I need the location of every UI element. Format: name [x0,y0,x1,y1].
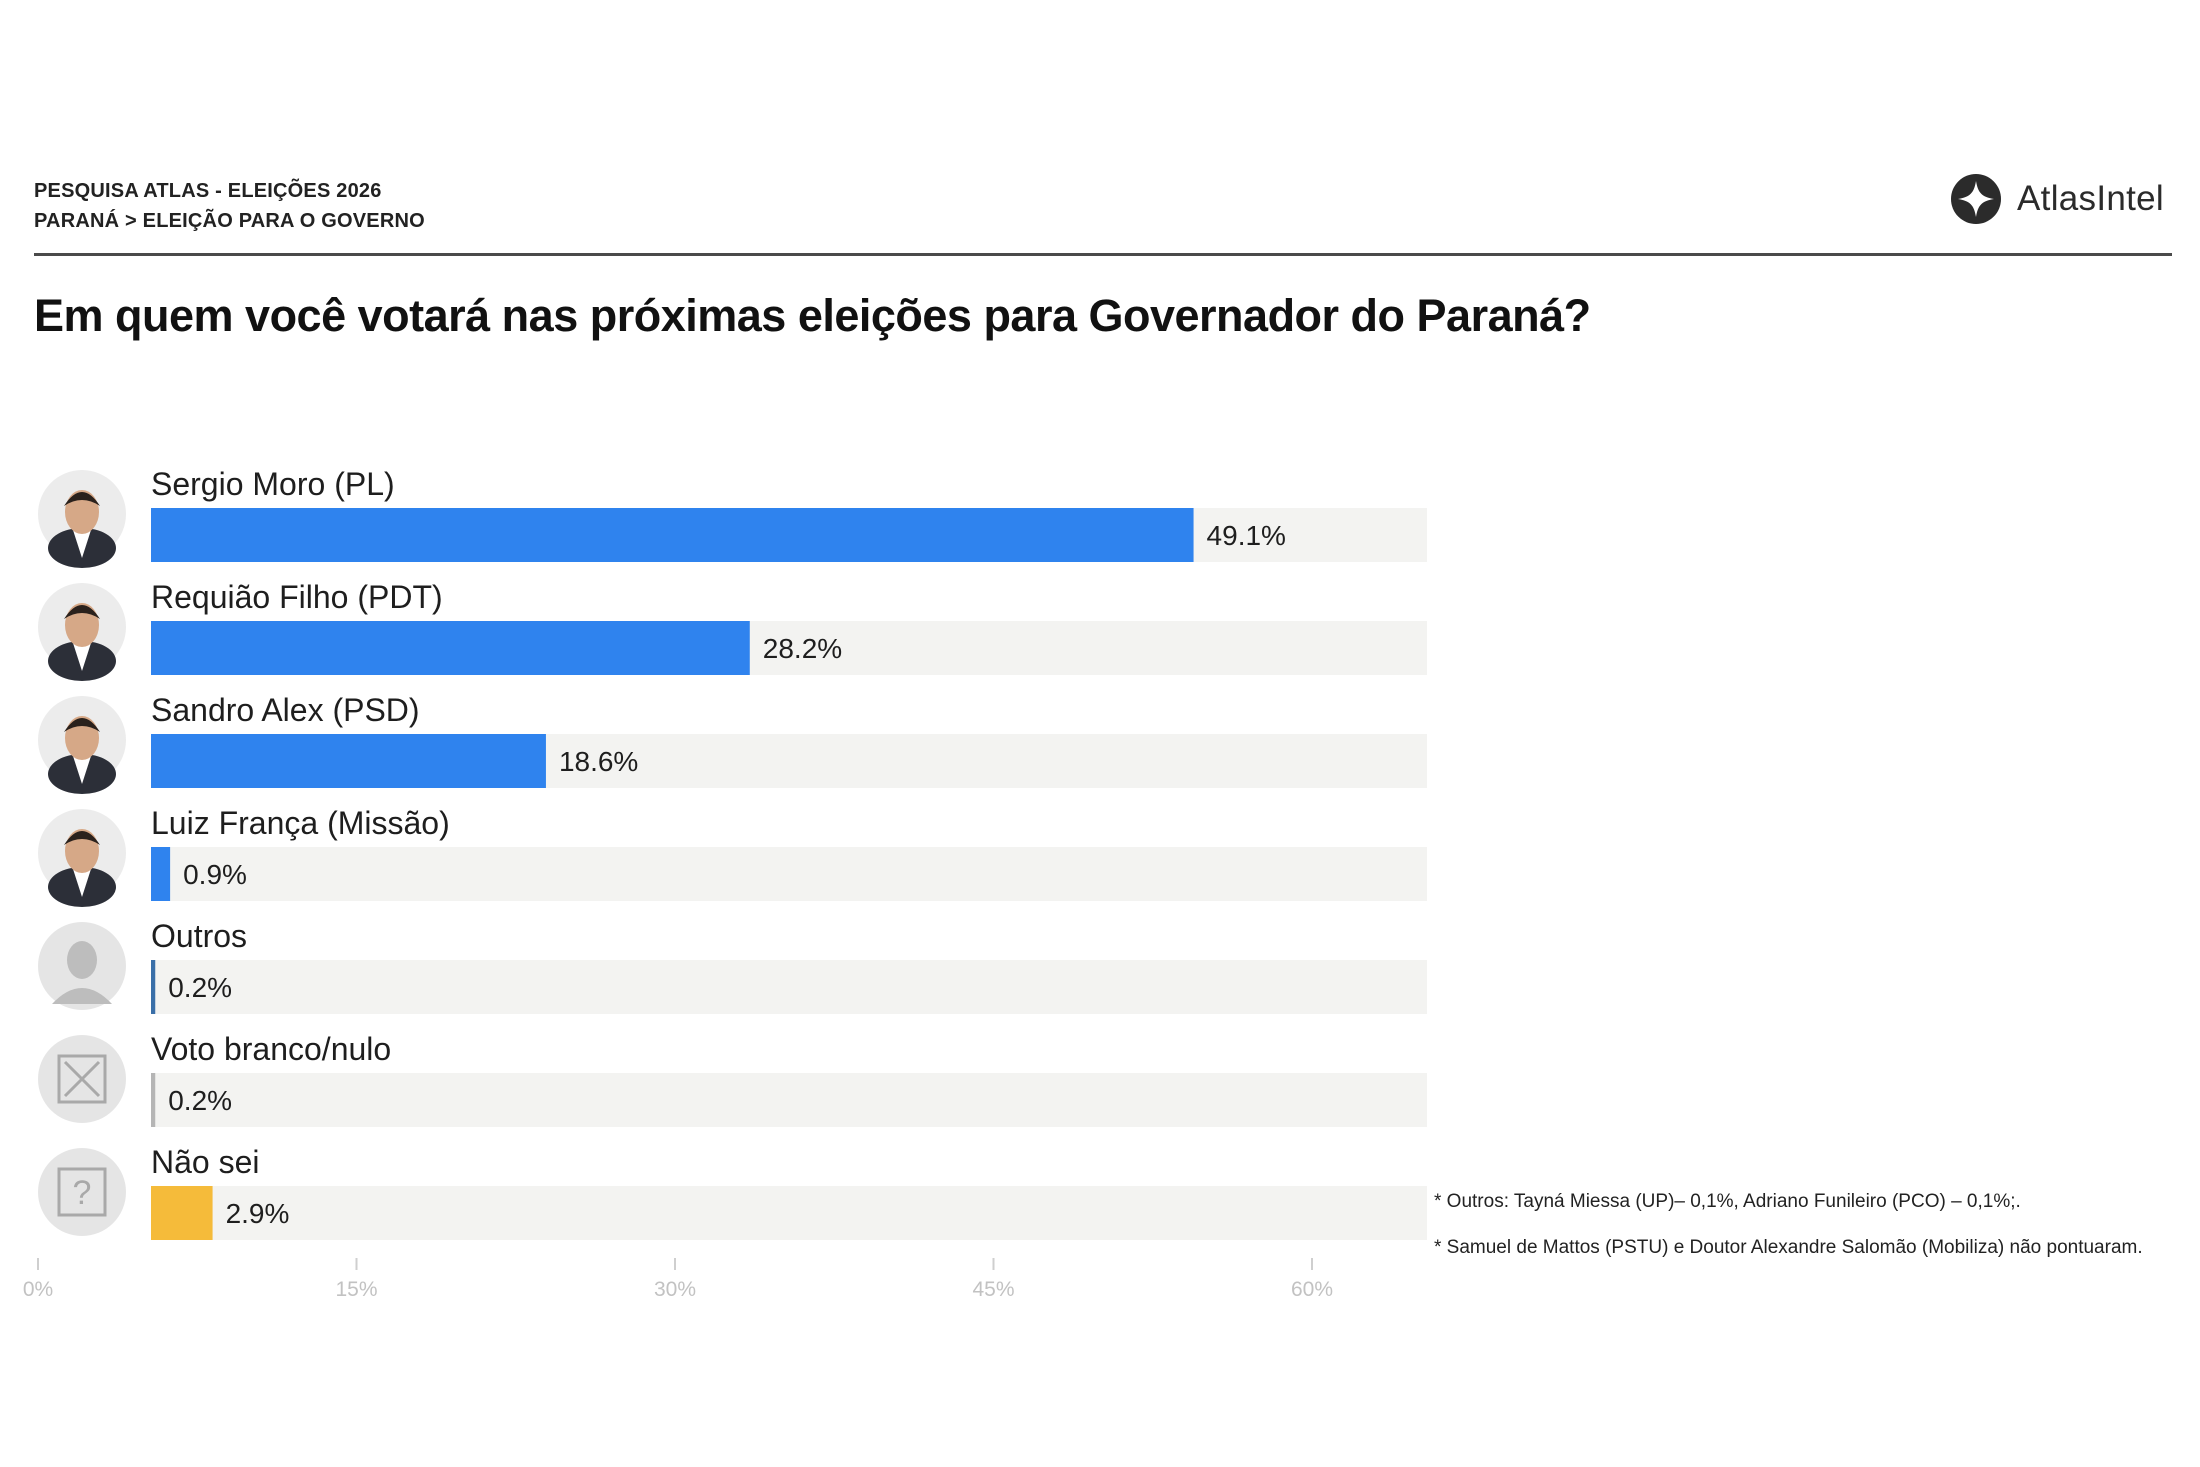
category-label: Requião Filho (PDT) [151,579,443,615]
footnote-outros: * Outros: Tayná Miessa (UP)– 0,1%, Adria… [1434,1191,2021,1212]
atlasintel-logo-icon [1951,174,2002,224]
question-box-icon [57,1167,107,1217]
brand-name: AtlasIntel [2017,179,2164,218]
category-label: Voto branco/nulo [151,1031,391,1067]
hair [64,718,100,732]
shirt-collar [73,643,91,671]
breadcrumb: PARANÁ > ELEIÇÃO PARA O GOVERNO [34,210,425,232]
person-silhouette-icon [67,941,97,979]
shirt-collar [73,530,91,558]
bar [151,734,546,788]
data-label: 28.2% [763,633,842,664]
bar [151,1186,213,1240]
data-label: 2.9% [226,1198,290,1229]
data-label: 0.9% [183,859,247,890]
header: PESQUISA ATLAS - ELEIÇÕES 2026 PARANÁ > … [34,176,425,236]
header-divider [34,253,2172,256]
shirt-collar [73,869,91,897]
x-tick-label: 0% [23,1278,53,1301]
brand-logo: AtlasIntel [1949,172,2164,226]
category-label: Sandro Alex (PSD) [151,692,420,728]
person-silhouette-body [52,988,112,1004]
x-tick-label: 60% [1291,1278,1333,1301]
bar-track [151,960,1427,1014]
data-label: 0.2% [168,972,232,1003]
bar [151,1073,156,1127]
question-mark: ? [73,1174,92,1212]
x-tick-label: 30% [654,1278,696,1301]
hair [64,605,100,619]
bar-track [151,1186,1427,1240]
bar [151,508,1194,562]
data-label: 0.2% [168,1085,232,1116]
data-label: 18.6% [559,746,638,777]
category-label: Não sei [151,1144,260,1180]
bar [151,847,171,901]
category-label: Luiz França (Missão) [151,805,450,841]
shirt-collar [73,756,91,784]
hair [64,831,100,845]
x-mark [63,1060,101,1098]
bar [151,621,750,675]
chart-title: Em quem você votará nas próximas eleiçõe… [34,290,1591,341]
x-tick-label: 15% [335,1278,377,1301]
hair [64,492,100,506]
x-tick-label: 45% [972,1278,1014,1301]
survey-kicker: PESQUISA ATLAS - ELEIÇÕES 2026 [34,180,382,202]
category-label: Outros [151,918,247,954]
data-label: 49.1% [1207,520,1286,551]
footnotes: * Outros: Tayná Miessa (UP)– 0,1%, Adria… [1434,1190,2174,1282]
bar-track [151,1073,1427,1127]
x-box-icon [57,1054,107,1104]
footnote-nao-pontuaram: * Samuel de Mattos (PSTU) e Doutor Alexa… [1434,1237,2143,1258]
category-label: Sergio Moro (PL) [151,466,395,502]
bar [151,960,156,1014]
bar-track [151,847,1427,901]
